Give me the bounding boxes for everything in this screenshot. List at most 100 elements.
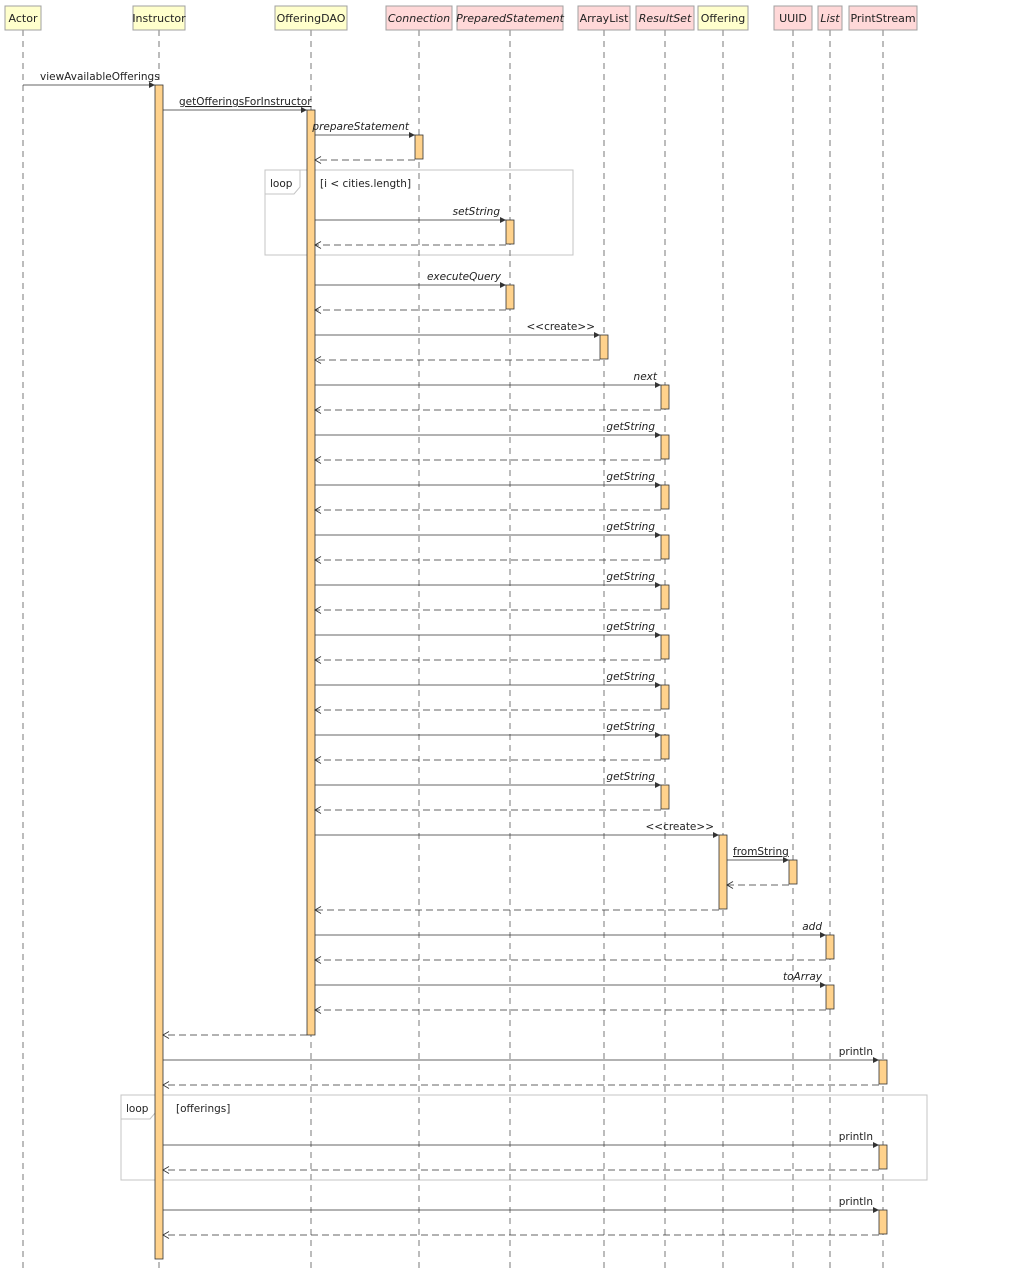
participant-label-resultset: ResultSet [639,12,692,25]
message-arrowhead [820,982,826,988]
message-arrowhead [655,782,661,788]
message-arrowhead [655,432,661,438]
message-label: toArray [783,971,823,983]
activation-bar [825,984,835,1010]
message-label: getString [606,421,655,433]
message-arrowhead [500,282,506,288]
participant-box-offering [697,5,749,31]
activation-bar [660,484,670,510]
return-arrowhead [314,241,322,249]
return-arrowhead [314,906,322,914]
participant-box-offeringdao [274,5,348,31]
activation-bar [505,219,515,245]
participant-box-connection [385,5,453,31]
message-arrowhead [873,1207,879,1213]
message-arrowhead [655,532,661,538]
participant-label-actor: Actor [9,12,38,25]
participant-label-arraylist: ArrayList [580,12,630,25]
message-label: getString [606,521,655,533]
return-arrowhead [314,606,322,614]
activation-bar [660,734,670,760]
message-label: getString [606,621,655,633]
message-label: <<create>> [526,321,595,333]
activation-bar [660,384,670,410]
participant-box-list [817,5,843,31]
activation-bar [718,834,728,910]
message-arrowhead [655,682,661,688]
message-arrowhead [409,132,415,138]
loop-fragment-tag [120,1094,157,1120]
participant-box-printstream [848,5,918,31]
activation-bar [878,1209,888,1235]
return-arrowhead [314,1006,322,1014]
activation-bar [306,109,316,1036]
message-label: getString [606,771,655,783]
loop-fragment [120,1094,928,1181]
activation-bar [660,684,670,710]
message-label: getString [606,571,655,583]
message-label: setString [453,206,501,218]
return-arrowhead [314,406,322,414]
loop-operator-label: loop [270,178,293,190]
activation-bar [599,334,609,360]
message-label: println [839,1046,873,1058]
participant-box-instructor [132,5,186,31]
message-arrowhead [783,857,789,863]
activation-bar [825,934,835,960]
participant-label-printstream: PrintStream [850,12,915,25]
message-arrowhead [500,217,506,223]
participant-label-connection: Connection [388,12,450,25]
activation-bar [414,134,424,160]
participants-layer: Actor Instructor OfferingDAO Connection Prep… [4,5,918,31]
participant-label-offering: Offering [701,12,746,25]
message-arrowhead [655,582,661,588]
activation-bar [878,1144,888,1170]
loop-operator-label: loop [126,1103,149,1115]
message-arrowhead [655,732,661,738]
return-arrowhead [314,706,322,714]
return-arrowhead [162,1231,170,1239]
loop-guard-label: [offerings] [176,1103,230,1115]
activation-bar [878,1059,888,1085]
message-label: <<create>> [645,821,714,833]
activation-bar [660,784,670,810]
fragments-layer: loop [i < cities.length] loop [offerings] [120,169,928,1181]
message-label: add [802,921,822,933]
message-label: getString [606,671,655,683]
return-arrowhead [314,956,322,964]
activation-bar [660,434,670,460]
loop-fragment-tag [264,169,301,195]
message-label: getOfferingsForInstructor [179,96,312,108]
activation-bar [154,84,164,1260]
participant-label-list: List [820,12,840,25]
message-label: executeQuery [427,271,502,283]
return-arrowhead [314,356,322,364]
participant-box-uuid [773,5,813,31]
loop-guard-label: [i < cities.length] [320,178,411,190]
activation-bar [788,859,798,885]
message-arrowhead [655,482,661,488]
message-label: viewAvailableOfferings [40,71,160,83]
participant-box-actor [4,5,42,31]
activation-bar [660,634,670,660]
return-arrowhead [162,1031,170,1039]
message-arrowhead [873,1142,879,1148]
message-arrowhead [655,382,661,388]
activations-layer [154,84,888,1260]
participant-box-resultset [635,5,695,31]
message-label: next [634,371,658,383]
message-label: prepareStatement [311,121,409,133]
message-label: getString [606,471,655,483]
return-arrowhead [162,1081,170,1089]
message-arrowhead [655,632,661,638]
participant-box-preparedstatement [456,5,564,31]
message-arrowhead [873,1057,879,1063]
participant-box-arraylist [577,5,631,31]
message-label: getString [606,721,655,733]
participant-label-instructor: Instructor [132,12,186,25]
return-arrowhead [314,756,322,764]
message-label: println [839,1131,873,1143]
participant-label-preparedstatement: PreparedStatement [456,12,564,25]
message-arrowhead [713,832,719,838]
